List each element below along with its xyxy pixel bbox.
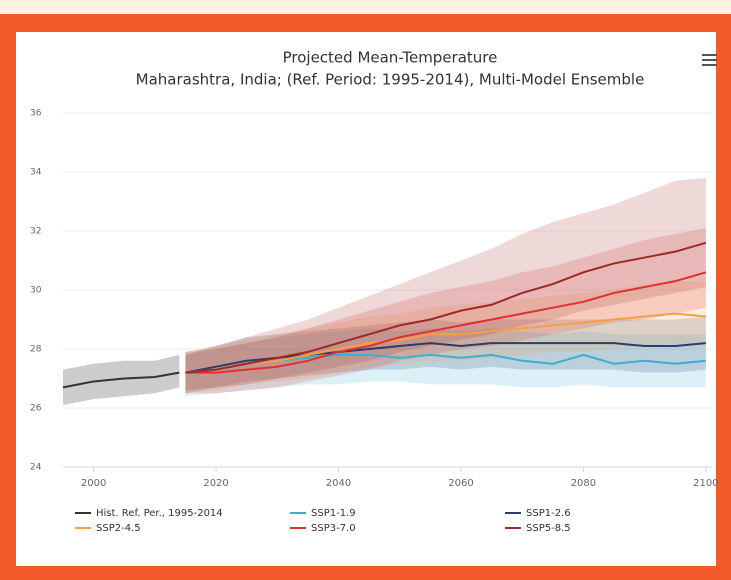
x-tick-label: 2060 xyxy=(448,478,473,489)
top-strip xyxy=(0,0,731,14)
y-tick-label: 36 xyxy=(30,109,42,119)
chart-title: Projected Mean-Temperature xyxy=(283,49,498,67)
chart-panel xyxy=(16,32,716,566)
legend-label: SSP5-8.5 xyxy=(526,523,571,534)
legend-label: SSP1-1.9 xyxy=(311,508,356,519)
y-tick-label: 24 xyxy=(30,463,42,473)
series-line xyxy=(185,312,706,374)
x-tick-label: 2020 xyxy=(203,478,228,489)
uncertainty-band xyxy=(185,228,706,394)
uncertainty-band xyxy=(185,281,706,394)
x-tick-label: 2100 xyxy=(693,478,718,489)
uncertainty-band xyxy=(185,177,706,391)
series-line xyxy=(185,241,707,374)
x-tick-label: 2080 xyxy=(571,478,596,489)
chart-subtitle: Maharashtra, India; (Ref. Period: 1995-2… xyxy=(136,71,645,89)
y-tick-label: 32 xyxy=(30,227,41,237)
legend-label: SSP1-2.6 xyxy=(526,508,571,519)
uncertainty-band xyxy=(63,354,180,406)
y-tick-label: 34 xyxy=(30,168,42,178)
legend-label: SSP2-4.5 xyxy=(96,523,141,534)
y-tick-label: 28 xyxy=(30,345,42,355)
y-tick-label: 26 xyxy=(30,404,42,414)
legend-label: SSP3-7.0 xyxy=(311,523,356,534)
series-line xyxy=(62,371,180,389)
series-line xyxy=(185,271,707,374)
legend-label: Hist. Ref. Per., 1995-2014 xyxy=(96,508,223,519)
uncertainty-band xyxy=(185,316,706,394)
y-tick-label: 30 xyxy=(30,286,42,296)
menu-button[interactable] xyxy=(698,50,722,70)
uncertainty-band xyxy=(185,328,706,397)
x-tick-label: 2040 xyxy=(326,478,351,489)
x-tick-label: 2000 xyxy=(81,478,106,489)
